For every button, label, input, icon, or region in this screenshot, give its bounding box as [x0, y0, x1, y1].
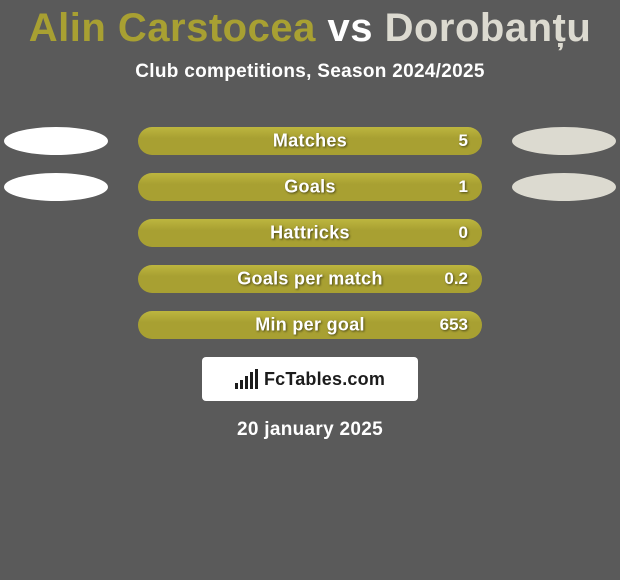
right-ellipse-icon [512, 173, 616, 201]
brand-bar-icon [235, 383, 238, 389]
stat-value: 0 [459, 223, 468, 243]
stat-bar: Goals 1 [138, 173, 482, 201]
stat-row: Goals 1 [0, 173, 620, 201]
stat-value: 1 [459, 177, 468, 197]
brand-text: FcTables.com [264, 369, 385, 390]
stat-value: 653 [440, 315, 468, 335]
stat-bar: Hattricks 0 [138, 219, 482, 247]
title-vs: vs [327, 6, 373, 50]
page-title: Alin Carstocea vs Dorobanțu [0, 0, 620, 51]
stat-label: Hattricks [270, 223, 350, 244]
brand-bar-icon [245, 376, 248, 389]
brand-bars-icon [235, 369, 258, 389]
stat-label: Min per goal [255, 315, 365, 336]
stats-container: Matches 5 Goals 1 Hattricks 0 Goals per match 0… [0, 127, 620, 339]
brand-badge: FcTables.com [202, 357, 418, 401]
title-player1: Alin Carstocea [29, 6, 316, 50]
right-ellipse-icon [512, 127, 616, 155]
stat-value: 0.2 [444, 269, 468, 289]
stat-label: Goals per match [237, 269, 383, 290]
left-ellipse-icon [4, 173, 108, 201]
brand-bar-icon [255, 369, 258, 389]
stat-bar: Goals per match 0.2 [138, 265, 482, 293]
stat-row: Matches 5 [0, 127, 620, 155]
subtitle: Club competitions, Season 2024/2025 [0, 61, 620, 83]
comparison-card: Alin Carstocea vs Dorobanțu Club competi… [0, 0, 620, 580]
stat-label: Goals [284, 177, 336, 198]
stat-row: Goals per match 0.2 [0, 265, 620, 293]
stat-bar: Min per goal 653 [138, 311, 482, 339]
stat-bar: Matches 5 [138, 127, 482, 155]
stat-row: Hattricks 0 [0, 219, 620, 247]
brand-bar-icon [240, 380, 243, 389]
date-stamp: 20 january 2025 [0, 419, 620, 441]
title-player2: Dorobanțu [385, 6, 592, 50]
stat-label: Matches [273, 131, 347, 152]
left-ellipse-icon [4, 127, 108, 155]
brand-bar-icon [250, 372, 253, 389]
stat-row: Min per goal 653 [0, 311, 620, 339]
stat-value: 5 [459, 131, 468, 151]
